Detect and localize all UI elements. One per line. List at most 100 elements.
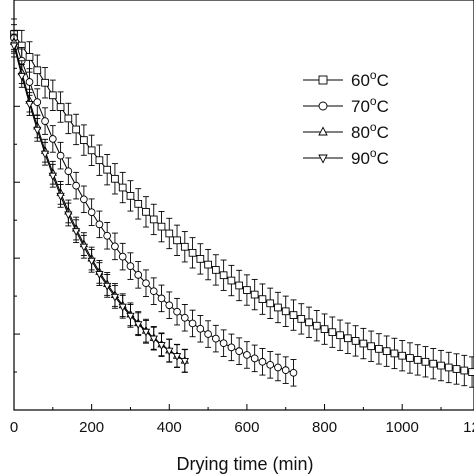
data-point [95, 271, 104, 279]
x-tick-label: 1200 [463, 419, 474, 436]
series-60 [10, 18, 474, 388]
x-axis-title: Drying time (min) [176, 454, 313, 474]
data-point [72, 181, 80, 190]
data-point [64, 167, 73, 176]
data-point [406, 354, 414, 362]
data-point [235, 347, 243, 356]
data-point [25, 53, 34, 61]
data-point [359, 339, 368, 348]
data-point [382, 347, 391, 356]
data-point [17, 72, 26, 81]
data-point [281, 307, 290, 316]
data-point [134, 271, 143, 279]
data-point [72, 125, 80, 134]
series-line [13, 45, 186, 362]
plot-frame [13, 0, 474, 411]
data-point [227, 276, 236, 285]
data-point [142, 207, 150, 216]
data-point [126, 262, 135, 270]
data-point [56, 151, 65, 160]
data-point [157, 342, 166, 350]
data-point [71, 228, 81, 237]
data-point [336, 331, 344, 340]
legend-entry: 60oC [303, 68, 389, 90]
data-point [421, 357, 430, 366]
data-point [180, 242, 189, 251]
data-point [243, 351, 251, 359]
data-point [460, 366, 469, 375]
data-point [274, 303, 282, 312]
data-point [134, 321, 143, 330]
data-point [328, 328, 337, 337]
data-point [87, 146, 96, 155]
data-point [87, 257, 96, 266]
legend-label: 90oC [351, 146, 389, 168]
data-point [149, 335, 158, 344]
data-point [157, 294, 166, 303]
data-point [33, 126, 42, 135]
data-point [87, 208, 96, 217]
data-point [64, 114, 73, 123]
series-70 [10, 24, 298, 387]
legend-marker [318, 126, 328, 136]
data-point [281, 366, 290, 374]
data-point [111, 242, 119, 251]
data-point [134, 200, 143, 208]
data-point [219, 271, 228, 280]
legend-marker [318, 154, 328, 164]
data-point [235, 281, 243, 290]
data-point [351, 337, 360, 345]
data-point [118, 252, 127, 261]
data-point [390, 349, 399, 358]
data-point [33, 66, 42, 75]
data-point [118, 303, 127, 312]
data-point [41, 78, 49, 87]
data-point [258, 357, 267, 366]
data-point [173, 307, 181, 316]
data-point [452, 365, 461, 373]
data-point [56, 192, 65, 201]
data-point [196, 324, 205, 333]
data-point [274, 363, 282, 372]
x-tick-label: 1000 [385, 419, 418, 436]
data-point [468, 368, 474, 376]
data-point [250, 354, 259, 363]
data-point [266, 360, 275, 369]
data-point [111, 174, 119, 183]
data-point [173, 236, 181, 245]
data-point [297, 315, 306, 323]
series-line [13, 41, 186, 362]
data-point [157, 222, 166, 231]
x-tick-label: 800 [312, 419, 337, 436]
axes: 0 200 400 600 800 1000 1200 [10, 0, 474, 436]
data-point [165, 229, 174, 238]
data-point [398, 351, 407, 360]
data-point [258, 295, 267, 303]
data-point [149, 287, 158, 296]
data-point [219, 339, 228, 348]
data-point [312, 321, 321, 330]
data-point [243, 286, 251, 294]
data-point [196, 255, 205, 263]
data-point [180, 358, 189, 366]
data-point [95, 156, 104, 165]
data-point [289, 368, 298, 377]
x-tick-label: 200 [79, 419, 104, 436]
data-point [305, 318, 313, 327]
data-point [25, 101, 34, 109]
series-line [13, 33, 473, 373]
data-point [103, 231, 112, 240]
data-point [103, 282, 112, 291]
legend-entry: 80oC [303, 120, 389, 142]
data-point [126, 192, 135, 200]
legend-label: 70oC [351, 94, 389, 116]
data-point [172, 353, 182, 361]
data-point [41, 117, 49, 125]
data-point [444, 363, 453, 372]
data-point [375, 345, 383, 353]
data-point [64, 211, 73, 220]
data-point [289, 311, 298, 319]
data-point [204, 260, 212, 269]
data-point [48, 172, 57, 181]
legend-label: 80oC [351, 120, 389, 142]
